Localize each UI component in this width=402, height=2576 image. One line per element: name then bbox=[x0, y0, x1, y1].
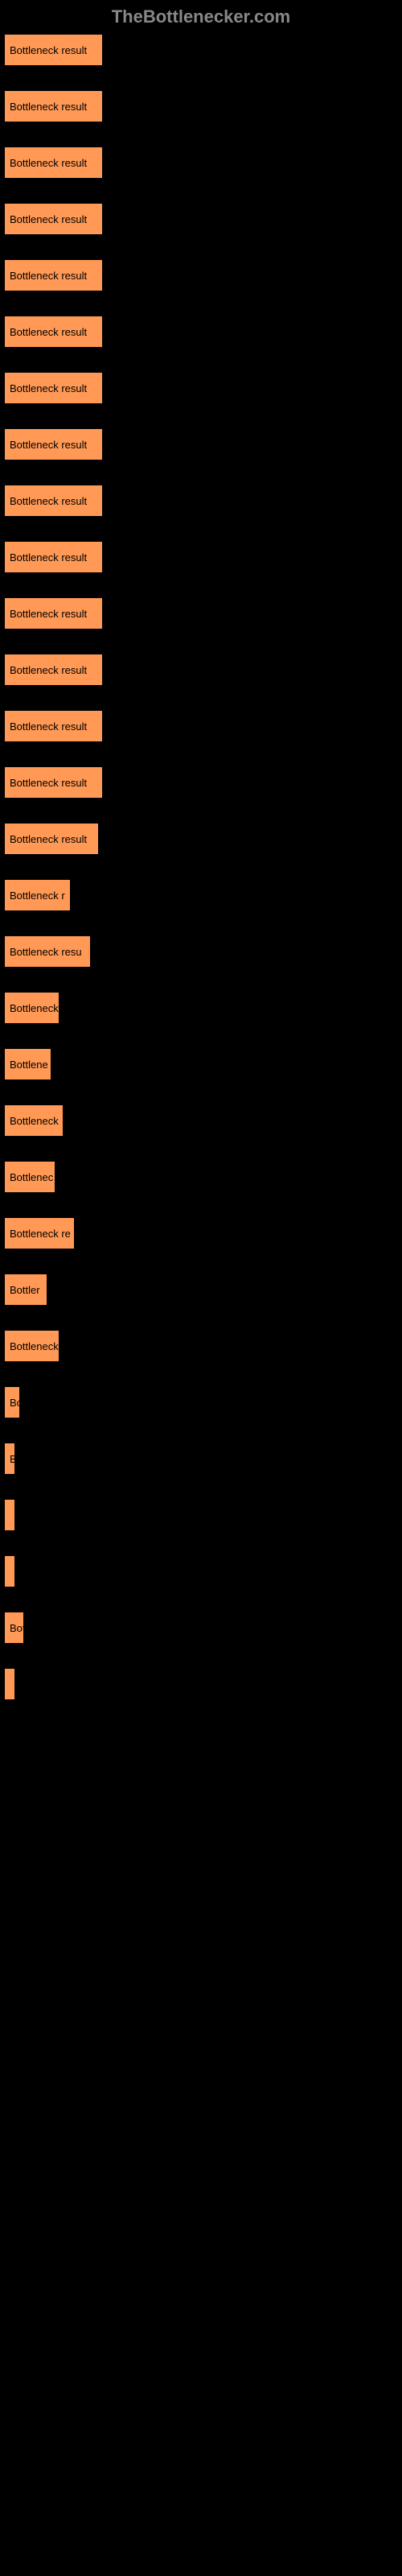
bar: Bottleneck result bbox=[4, 541, 103, 573]
bar: Bottleneck r bbox=[4, 879, 71, 911]
bar-row: Bottleneck result bbox=[4, 654, 398, 686]
bar-row bbox=[4, 1555, 398, 1587]
chart-container: Bottleneck result Bottleneck result Bottle… bbox=[0, 34, 402, 1728]
bar-row: B bbox=[4, 1443, 398, 1475]
bar-row: Bottleneck result bbox=[4, 259, 398, 291]
bar-row: Bottleneck result bbox=[4, 90, 398, 122]
bar-row: Bottler bbox=[4, 1274, 398, 1306]
bar: Bottler bbox=[4, 1274, 47, 1306]
bar-row: Bottleneck re bbox=[4, 1217, 398, 1249]
bar: Bottleneck result bbox=[4, 485, 103, 517]
bar-row: Bottlene bbox=[4, 1048, 398, 1080]
bar-row: Bot bbox=[4, 1612, 398, 1644]
bar-row: Bottleneck result bbox=[4, 316, 398, 348]
bar: Bottleneck bbox=[4, 1330, 59, 1362]
bar-row: Bottleneck result bbox=[4, 766, 398, 799]
bar bbox=[4, 1668, 15, 1700]
bar-row: Bottleneck result bbox=[4, 710, 398, 742]
bar-row bbox=[4, 1668, 398, 1700]
bar: Bottlene bbox=[4, 1048, 51, 1080]
bar: Bottleneck result bbox=[4, 259, 103, 291]
bar-row: Bottleneck result bbox=[4, 428, 398, 460]
bar: Bottleneck result bbox=[4, 147, 103, 179]
bar-row: Bottleneck result bbox=[4, 34, 398, 66]
bar: Bottleneck result bbox=[4, 428, 103, 460]
bar: Bottleneck result bbox=[4, 597, 103, 630]
bar-row: Bottleneck r bbox=[4, 879, 398, 911]
bar-row: Bottleneck result bbox=[4, 541, 398, 573]
bar-row: Bottleneck bbox=[4, 992, 398, 1024]
bar-row: Bo bbox=[4, 1386, 398, 1418]
bar-row bbox=[4, 1499, 398, 1531]
bar: Bottleneck result bbox=[4, 372, 103, 404]
bar-row: Bottleneck result bbox=[4, 485, 398, 517]
bar-row: Bottleneck bbox=[4, 1330, 398, 1362]
bar: Bottleneck bbox=[4, 992, 59, 1024]
bar-row: Bottleneck result bbox=[4, 203, 398, 235]
bar: Bottleneck result bbox=[4, 90, 103, 122]
bar: Bottleneck bbox=[4, 1104, 64, 1137]
bar-row: Bottleneck resu bbox=[4, 935, 398, 968]
bar: Bottleneck result bbox=[4, 316, 103, 348]
bar: B bbox=[4, 1443, 15, 1475]
bar: Bottleneck result bbox=[4, 823, 99, 855]
bar-row: Bottleneck result bbox=[4, 147, 398, 179]
bar: Bottleneck result bbox=[4, 203, 103, 235]
bar: Bottleneck re bbox=[4, 1217, 75, 1249]
bar: Bottleneck resu bbox=[4, 935, 91, 968]
bar: Bottleneck result bbox=[4, 654, 103, 686]
bar-row: Bottleneck result bbox=[4, 823, 398, 855]
bar bbox=[4, 1555, 15, 1587]
bar: Bot bbox=[4, 1612, 24, 1644]
bar-row: Bottlenec bbox=[4, 1161, 398, 1193]
bar: Bottlenec bbox=[4, 1161, 55, 1193]
bar: Bo bbox=[4, 1386, 20, 1418]
site-header: TheBottlenecker.com bbox=[0, 0, 402, 34]
bar: Bottleneck result bbox=[4, 710, 103, 742]
bar bbox=[4, 1499, 15, 1531]
bar: Bottleneck result bbox=[4, 766, 103, 799]
bar-row: Bottleneck result bbox=[4, 372, 398, 404]
bar-row: Bottleneck result bbox=[4, 597, 398, 630]
bar: Bottleneck result bbox=[4, 34, 103, 66]
bar-row: Bottleneck bbox=[4, 1104, 398, 1137]
